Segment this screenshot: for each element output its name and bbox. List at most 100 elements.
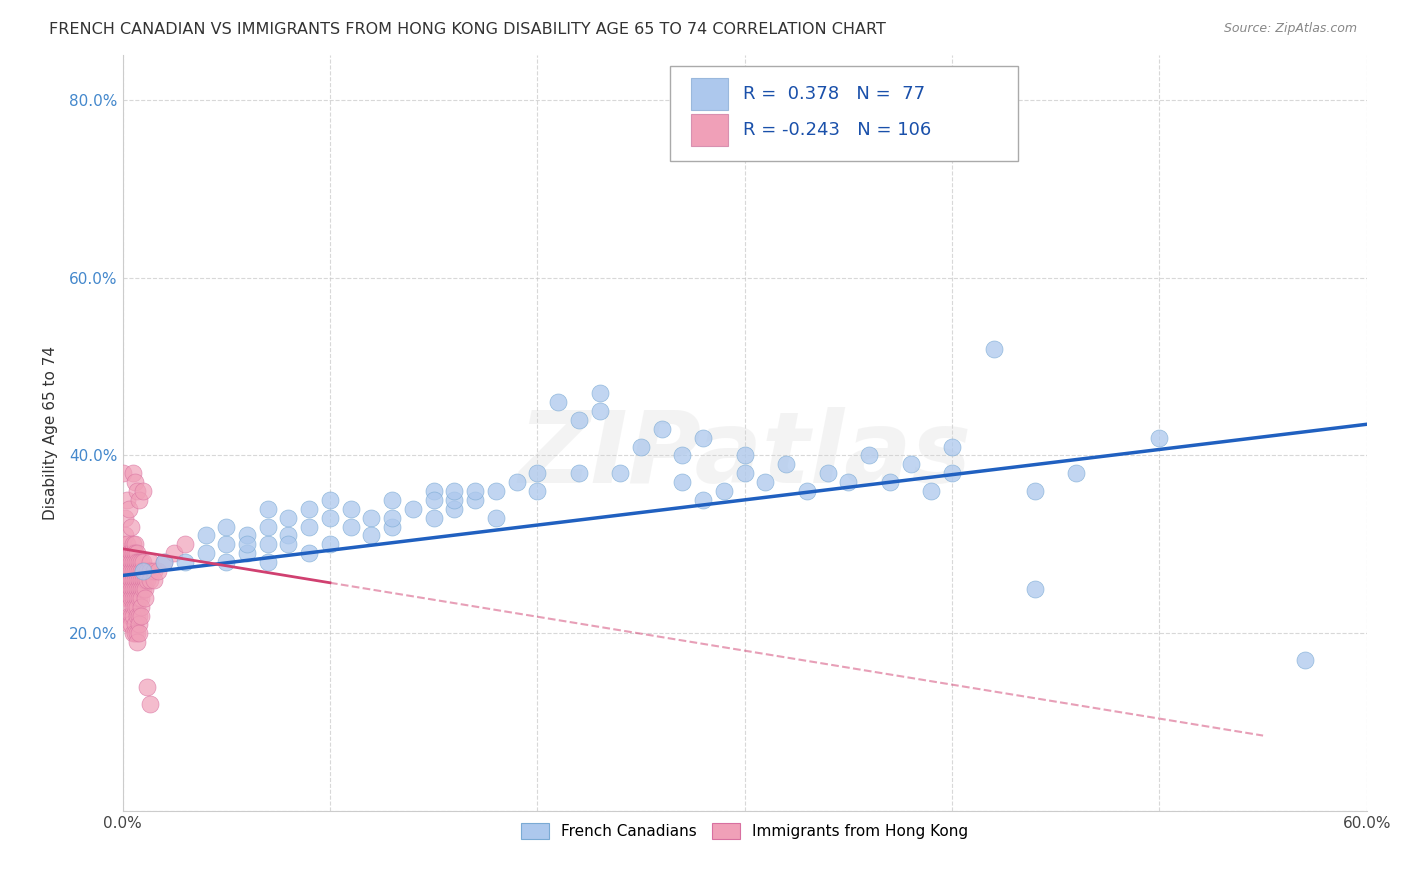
- Point: [173, 537, 195, 551]
- Point: [692, 431, 714, 445]
- Point: [122, 582, 145, 596]
- Point: [134, 582, 156, 596]
- Point: [136, 573, 159, 587]
- Point: [128, 555, 150, 569]
- Point: [505, 475, 527, 489]
- Point: [796, 483, 818, 498]
- Point: [319, 510, 342, 524]
- Point: [118, 608, 141, 623]
- Point: [609, 466, 631, 480]
- Point: [129, 555, 152, 569]
- Point: [713, 483, 735, 498]
- Point: [443, 501, 465, 516]
- Point: [1066, 466, 1088, 480]
- Point: [132, 483, 155, 498]
- Point: [138, 573, 160, 587]
- Point: [588, 404, 610, 418]
- Point: [900, 458, 922, 472]
- Point: [129, 573, 152, 587]
- Point: [215, 555, 238, 569]
- Point: [128, 492, 150, 507]
- Point: [651, 422, 673, 436]
- Point: [568, 413, 591, 427]
- Point: [120, 591, 142, 605]
- Point: [339, 501, 361, 516]
- Point: [775, 458, 797, 472]
- Point: [120, 582, 142, 596]
- Point: [485, 510, 508, 524]
- Point: [298, 501, 321, 516]
- Point: [298, 519, 321, 533]
- Point: [256, 519, 278, 533]
- Point: [118, 546, 141, 560]
- Text: R = -0.243   N = 106: R = -0.243 N = 106: [744, 121, 932, 139]
- Point: [422, 492, 444, 507]
- Point: [134, 573, 156, 587]
- Point: [124, 626, 146, 640]
- Point: [120, 546, 142, 560]
- Point: [122, 591, 145, 605]
- Point: [111, 555, 134, 569]
- Point: [194, 528, 217, 542]
- Point: [920, 483, 942, 498]
- Point: [464, 492, 486, 507]
- Point: [422, 510, 444, 524]
- Point: [124, 599, 146, 614]
- Point: [630, 440, 652, 454]
- Point: [381, 519, 404, 533]
- Point: [879, 475, 901, 489]
- Point: [129, 582, 152, 596]
- Point: [754, 475, 776, 489]
- Text: ZIPatlas: ZIPatlas: [517, 408, 972, 504]
- Point: [124, 564, 146, 578]
- Point: [122, 626, 145, 640]
- Point: [127, 555, 149, 569]
- Point: [381, 510, 404, 524]
- Point: [128, 608, 150, 623]
- Point: [122, 466, 145, 480]
- Point: [443, 483, 465, 498]
- Point: [111, 466, 134, 480]
- Point: [122, 599, 145, 614]
- Point: [124, 617, 146, 632]
- Point: [298, 546, 321, 560]
- FancyBboxPatch shape: [692, 78, 728, 110]
- Point: [118, 555, 141, 569]
- Point: [124, 555, 146, 569]
- Point: [120, 573, 142, 587]
- Point: [1024, 483, 1046, 498]
- Point: [1149, 431, 1171, 445]
- FancyBboxPatch shape: [692, 114, 728, 146]
- Point: [485, 483, 508, 498]
- Y-axis label: Disability Age 65 to 74: Disability Age 65 to 74: [44, 346, 58, 520]
- Point: [128, 564, 150, 578]
- Point: [360, 528, 382, 542]
- Text: Source: ZipAtlas.com: Source: ZipAtlas.com: [1223, 22, 1357, 36]
- Point: [120, 555, 142, 569]
- Point: [118, 599, 141, 614]
- Point: [236, 537, 259, 551]
- Point: [127, 483, 149, 498]
- Point: [692, 492, 714, 507]
- Point: [115, 591, 138, 605]
- Point: [568, 466, 591, 480]
- Point: [256, 537, 278, 551]
- Point: [127, 582, 149, 596]
- Point: [124, 591, 146, 605]
- Point: [983, 342, 1005, 356]
- Point: [111, 537, 134, 551]
- Point: [136, 564, 159, 578]
- Point: [124, 475, 146, 489]
- Point: [134, 591, 156, 605]
- FancyBboxPatch shape: [671, 67, 1018, 161]
- Point: [153, 555, 176, 569]
- Point: [671, 449, 693, 463]
- Point: [134, 564, 156, 578]
- Point: [236, 528, 259, 542]
- Point: [277, 537, 299, 551]
- Point: [173, 555, 195, 569]
- Point: [256, 501, 278, 516]
- Point: [588, 386, 610, 401]
- Point: [256, 555, 278, 569]
- Point: [360, 510, 382, 524]
